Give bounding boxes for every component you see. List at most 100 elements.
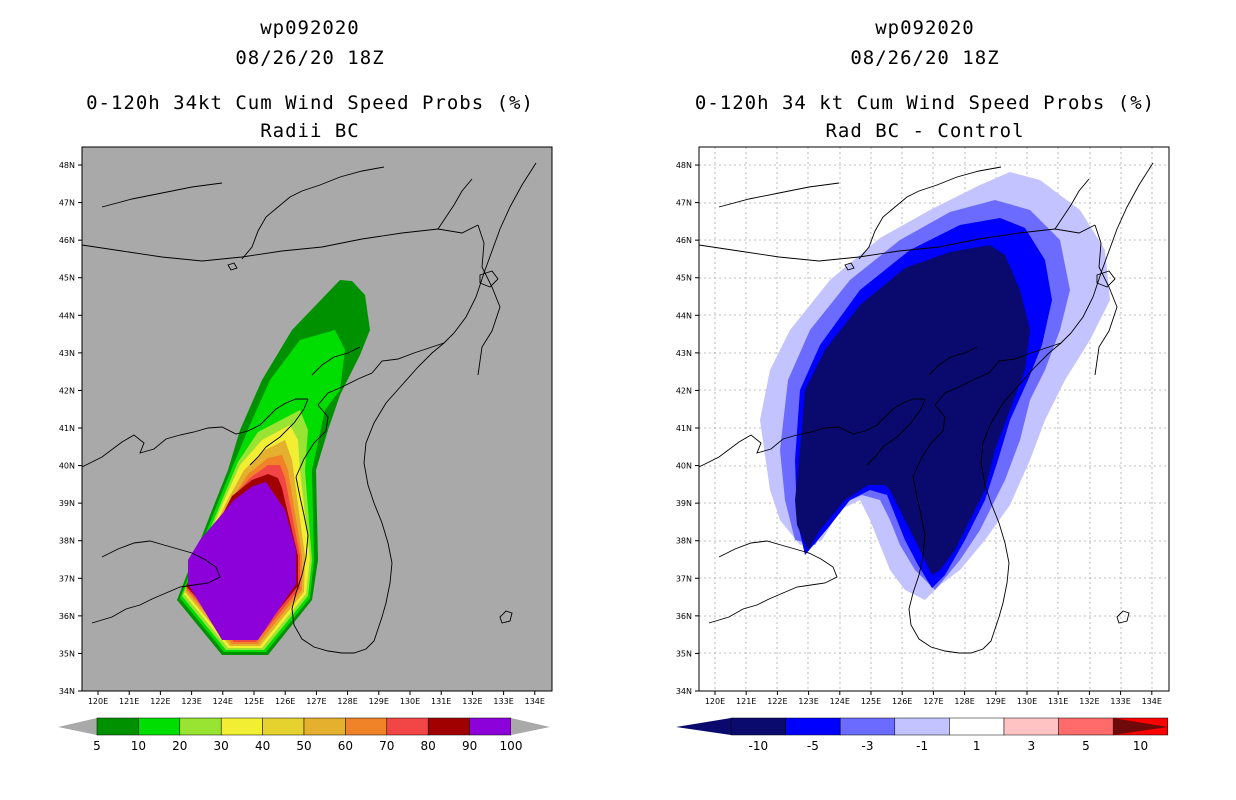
left-colorbar-box [179,717,222,736]
right-lon-label: 123E [798,697,818,706]
left-lat-label: 40N [59,462,75,471]
right-lon-label: 120E [705,697,725,706]
right-colorbar: -10 -5 -3 -1 1 3 5 10 [676,717,1169,753]
left-title-product: 0-120h 34kt Cum Wind Speed Probs (%) [86,92,534,114]
right-lat-label: 38N [676,537,692,546]
left-colorbar-label: 80 [421,739,436,753]
left-lat-label: 47N [59,199,75,208]
right-lat-label: 41N [676,424,692,433]
right-colorbar-box [785,717,841,736]
right-colorbar-label: -5 [807,739,819,753]
left-lon-label: 121E [119,697,139,706]
left-colorbar-label: 20 [172,739,187,753]
left-lon-label: 127E [306,697,326,706]
right-lat-label: 35N [676,649,692,658]
left-lat-label: 44N [59,311,75,320]
left-colorbar-box [469,717,512,736]
right-title-product: 0-120h 34 kt Cum Wind Speed Probs (%) [694,92,1156,114]
right-lon-label: 125E [861,697,881,706]
left-colorbar-label: 10 [131,739,146,753]
right-colorbar-label: 5 [1082,739,1090,753]
left-lon-label: 130E [400,697,420,706]
right-lon-label: 129E [986,697,1006,706]
right-lat-label: 37N [676,574,692,583]
left-lat-label: 34N [59,687,75,696]
right-colorbar-box [1003,717,1059,736]
left-colorbar-box [138,717,181,736]
left-latitude-labels: 34N 35N 36N 37N 38N 39N 40N 41N 42N 43N 44N 45N 46N 4… [59,161,82,696]
right-lon-label: 127E [923,697,943,706]
right-colorbar-label: 10 [1133,739,1148,753]
left-colorbar-box [345,717,388,736]
right-latitude-labels: 34N 35N 36N 37N 38N 39N 40N 41N 42N 43N 44N 45N 46N 4… [676,161,699,696]
right-colorbar-box [894,717,950,736]
right-lat-label: 44N [676,311,692,320]
right-lat-label: 47N [676,199,692,208]
left-lat-label: 37N [59,574,75,583]
left-lat-label: 45N [59,274,75,283]
right-colorbar-box [1058,717,1114,736]
right-colorbar-label: -3 [862,739,874,753]
left-longitude-labels: 120E 121E 122E 123E 124E 125E 126E 127E 128E 129E… [88,691,545,706]
right-lon-label: 128E [954,697,974,706]
left-lon-label: 125E [244,697,264,706]
right-lon-label: 132E [1079,697,1099,706]
left-lon-label: 129E [369,697,389,706]
right-colorbar-low-arrow [676,718,731,735]
right-colorbar-box [839,717,896,736]
left-colorbar: 5 10 20 30 40 50 60 70 80 90 100 [58,717,550,753]
right-colorbar-label: -10 [748,739,768,753]
left-lon-label: 123E [181,697,201,706]
left-lat-label: 38N [59,537,75,546]
left-lon-label: 124E [213,697,233,706]
left-title-datetime: 08/26/20 18Z [235,47,385,69]
left-lat-label: 46N [59,236,75,245]
right-lon-label: 131E [1048,697,1068,706]
right-lat-label: 34N [676,687,692,696]
left-lon-label: 132E [462,697,482,706]
left-colorbar-box [386,717,429,736]
right-lon-label: 130E [1017,697,1037,706]
left-lon-label: 131E [431,697,451,706]
right-lon-label: 133E [1110,697,1130,706]
right-lat-label: 40N [676,462,692,471]
left-colorbar-label: 90 [462,739,477,753]
right-colorbar-box [730,717,786,736]
left-lat-label: 48N [59,161,75,170]
right-lat-label: 39N [676,499,692,508]
left-lat-label: 39N [59,499,75,508]
left-title-subtitle: Radii BC [260,120,360,142]
left-map [81,146,553,692]
left-colorbar-label: 70 [379,739,394,753]
right-lat-label: 45N [676,274,692,283]
right-lat-label: 36N [676,612,692,621]
right-lon-label: 122E [767,697,787,706]
right-title-storm-id: wp092020 [875,17,975,39]
right-lon-label: 134E [1142,697,1162,706]
right-lon-label: 126E [892,697,912,706]
left-colorbar-box [262,717,305,736]
left-lon-label: 126E [275,697,295,706]
left-colorbar-label: 100 [500,739,523,753]
left-colorbar-label: 50 [296,739,311,753]
left-lat-label: 43N [59,349,75,358]
left-lat-label: 35N [59,649,75,658]
left-colorbar-label: 30 [214,739,229,753]
left-lat-label: 42N [59,386,75,395]
left-colorbar-box [96,717,139,736]
right-colorbar-box [949,717,1005,736]
right-title-subtitle: Rad BC - Control [825,120,1025,142]
right-lat-label: 48N [676,161,692,170]
right-lat-label: 42N [676,386,692,395]
left-colorbar-box [220,717,263,736]
right-longitude-labels: 120E 121E 122E 123E 124E 125E 126E 127E 128E 129E… [705,691,1162,706]
right-lon-label: 121E [736,697,756,706]
left-colorbar-box [427,717,470,736]
left-colorbar-label: 60 [338,739,353,753]
right-lon-label: 124E [830,697,850,706]
left-lon-label: 122E [150,697,170,706]
left-lat-label: 41N [59,424,75,433]
left-lat-label: 36N [59,612,75,621]
right-lat-label: 43N [676,349,692,358]
